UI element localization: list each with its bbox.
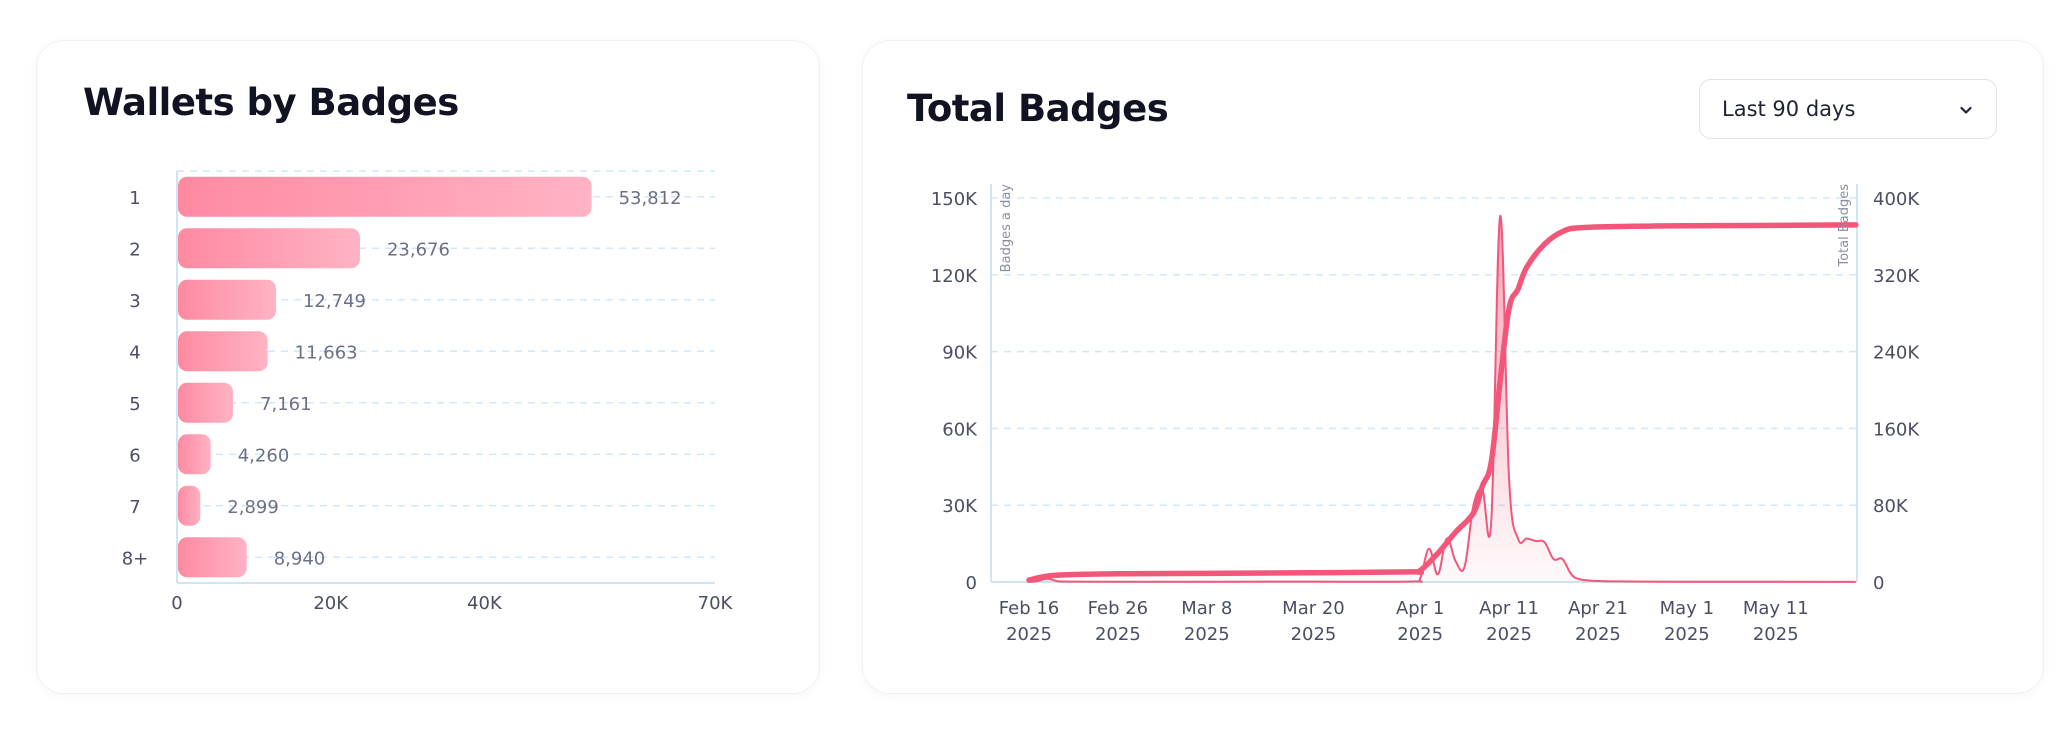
x-tick-label: 2025 [1753,624,1799,645]
line-chart-labels: 0 30K 60K 90K 120K 150K 0 80K 160K 240K 320K 400K Ba… [931,184,1921,645]
total-badges-card: Total Badges Last 90 days 0 30K 60K 90K 120K… [862,40,2044,694]
y-left-tick-label: 90K [942,343,978,364]
x-tick-label: Mar 8 [1181,598,1232,619]
value-label: 12,749 [303,291,366,312]
category-label: 5 [129,394,140,415]
y-left-tick-label: 30K [942,496,978,517]
x-tick-label: 0 [171,593,182,614]
bar [178,228,360,269]
value-label: 7,161 [260,394,312,415]
x-tick-label: 2025 [1397,624,1443,645]
y-right-tick-label: 400K [1873,189,1920,210]
daily-badges-area [1029,215,1856,582]
y-right-tick-label: 80K [1873,496,1909,517]
value-label: 4,260 [238,445,290,466]
y-right-tick-label: 0 [1873,573,1884,594]
bar [178,537,247,578]
x-tick-label: May 1 [1660,598,1714,619]
value-label: 53,812 [619,188,682,209]
bar [178,279,276,320]
category-label: 2 [129,239,140,260]
x-tick-label: Apr 1 [1396,598,1444,619]
x-tick-label: 40K [467,593,503,614]
x-tick-label: 20K [313,593,349,614]
line-chart-axes [990,184,1858,583]
category-label: 4 [129,342,140,363]
wallets-by-badges-card: Wallets by Badges 1 53,812 2 23,676 3 12,749 4… [36,40,820,694]
line-chart-series [1026,214,1859,583]
bar-chart-bars [178,176,592,578]
daily-badges-line [1028,214,1856,583]
bar-chart-labels: 1 53,812 2 23,676 3 12,749 4 11,663 5 7,161 6 4,260… [122,188,734,614]
total-badges-line [1026,222,1859,583]
y-left-tick-label: 60K [942,419,978,440]
x-tick-label: Apr 11 [1479,598,1539,619]
y-left-tick-label: 120K [931,266,978,287]
category-label: 7 [129,497,140,518]
x-tick-label: 2025 [1184,624,1230,645]
wallets-by-badges-title: Wallets by Badges [83,81,459,124]
y-right-axis-title: Total Badges [1837,184,1852,268]
total-badges-chart: 0 30K 60K 90K 120K 150K 0 80K 160K 240K 320K 400K Ba… [931,184,1921,645]
total-badges-title: Total Badges [907,87,1169,130]
y-left-tick-label: 150K [931,189,978,210]
y-left-tick-label: 0 [966,573,977,594]
y-right-tick-label: 160K [1873,419,1920,440]
bar [178,382,234,423]
y-right-tick-label: 320K [1873,266,1920,287]
category-label: 8+ [122,548,149,569]
bar [178,434,211,475]
x-tick-label: 2025 [1664,624,1710,645]
chevron-down-icon [1960,106,1972,114]
x-tick-label: 2025 [1575,624,1621,645]
line-chart-grid [991,197,1857,506]
bar [178,176,592,217]
x-tick-label: Feb 26 [1088,598,1149,619]
category-label: 3 [129,291,140,312]
x-tick-label: May 11 [1743,598,1809,619]
x-tick-label: 2025 [1291,624,1337,645]
bar [178,485,201,526]
wallets-by-badges-chart: 1 53,812 2 23,676 3 12,749 4 11,663 5 7,161 6 4,260… [122,170,734,614]
x-tick-label: 2025 [1486,624,1532,645]
value-label: 23,676 [387,239,450,260]
value-label: 8,940 [274,548,326,569]
x-tick-label: Feb 16 [999,598,1060,619]
x-tick-label: Mar 20 [1282,598,1345,619]
category-label: 6 [129,445,140,466]
value-label: 2,899 [227,497,279,518]
value-label: 11,663 [295,342,358,363]
date-range-select[interactable]: Last 90 days [1699,79,1997,139]
date-range-select-value: Last 90 days [1722,97,1856,121]
y-right-tick-label: 240K [1873,343,1920,364]
category-label: 1 [129,188,140,209]
x-tick-label: 70K [698,593,734,614]
x-tick-label: 2025 [1095,624,1141,645]
x-tick-label: 2025 [1006,624,1052,645]
bar-chart-axes [176,171,715,584]
x-tick-label: Apr 21 [1568,598,1628,619]
bar [178,331,268,372]
bar-chart-grid [177,170,715,558]
y-left-axis-title: Badges a day [999,184,1014,273]
